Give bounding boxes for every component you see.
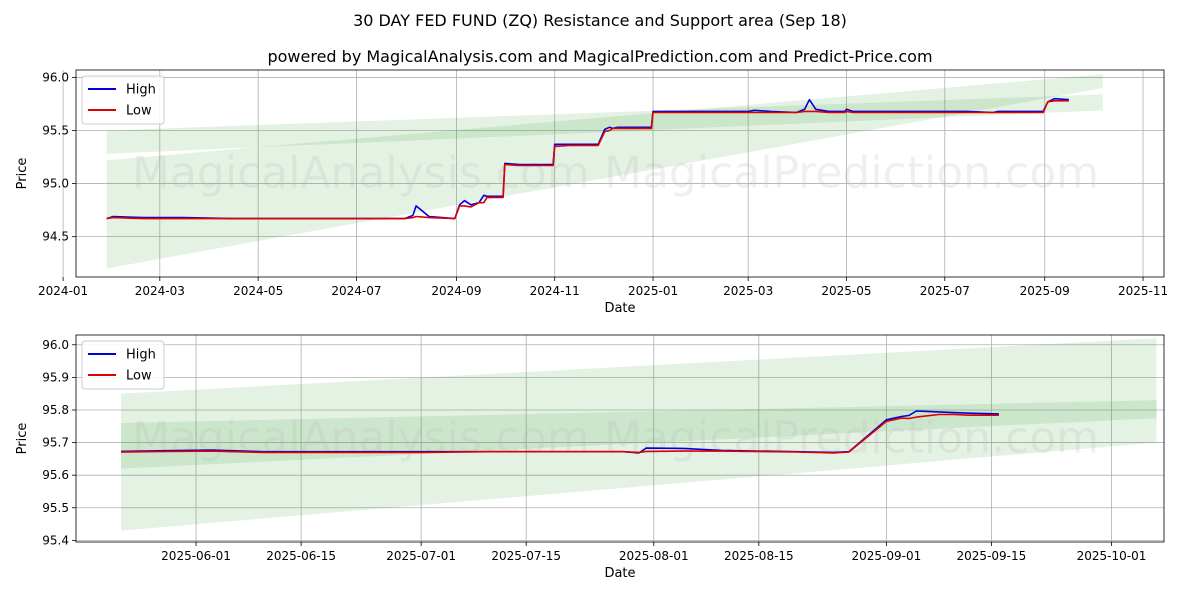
y-tick-label: 94.5	[42, 230, 69, 244]
x-tick-label: 2024-11	[530, 284, 580, 298]
x-tick-label: 2025-08-01	[619, 549, 689, 563]
x-tick-label: 2024-07	[331, 284, 381, 298]
support-resistance-band	[106, 94, 1103, 154]
legend-label-high: High	[126, 83, 156, 98]
x-tick-label: 2025-03	[723, 284, 773, 298]
x-tick-label: 2025-05	[821, 284, 871, 298]
x-tick-label: 2025-07-15	[491, 549, 561, 563]
watermark-analysis: MagicalAnalysis.com	[132, 413, 590, 464]
x-tick-label: 2025-07-01	[386, 549, 456, 563]
panel-1: MagicalAnalysis.com MagicalPrediction.com…	[15, 69, 1168, 316]
x-tick-label: 2025-07	[920, 284, 970, 298]
y-tick-label: 95.5	[42, 501, 69, 515]
x-tick-label: 2025-11	[1118, 284, 1168, 298]
x-tick-label: 2025-10-01	[1077, 549, 1147, 563]
x-axis-label: Date	[604, 566, 635, 581]
axes-frame	[75, 69, 1165, 278]
y-tick-label: 95.5	[42, 124, 69, 138]
support-resistance-band	[106, 74, 1103, 269]
x-tick-label: 2025-08-15	[724, 549, 794, 563]
x-tick-label: 2024-09	[431, 284, 481, 298]
x-tick-label: 2025-01	[628, 284, 678, 298]
plot-area	[76, 70, 1164, 277]
watermark-prediction: MagicalPrediction.com	[604, 413, 1099, 464]
x-tick-label: 2025-09-15	[957, 549, 1027, 563]
y-axis-label: Price	[15, 158, 30, 190]
series-line-low	[106, 100, 1069, 220]
y-tick-label: 95.9	[42, 370, 69, 384]
chart-subtitle: powered by MagicalAnalysis.com and Magic…	[267, 47, 932, 66]
x-tick-label: 2024-05	[233, 284, 283, 298]
x-tick-label: 2025-06-15	[266, 549, 336, 563]
series-line-high	[106, 97, 1069, 220]
axes-frame	[75, 334, 1165, 543]
chart-title: 30 DAY FED FUND (ZQ) Resistance and Supp…	[353, 11, 847, 30]
x-tick-label: 2024-01	[38, 284, 88, 298]
legend-label-low: Low	[126, 369, 152, 384]
panel-2: MagicalAnalysis.com MagicalPrediction.com…	[15, 334, 1165, 581]
x-tick-label: 2025-09-01	[851, 549, 921, 563]
watermark-analysis: MagicalAnalysis.com	[132, 148, 590, 199]
y-tick-label: 95.7	[42, 436, 69, 450]
legend: High Low	[81, 340, 165, 390]
y-tick-label: 95.8	[42, 403, 69, 417]
x-tick-label: 2025-06-01	[161, 549, 231, 563]
y-tick-label: 95.6	[42, 468, 69, 482]
x-tick-label: 2025-09	[1020, 284, 1070, 298]
y-tick-label: 96.0	[42, 70, 69, 84]
x-tick-label: 2024-03	[135, 284, 185, 298]
y-tick-label: 95.4	[42, 533, 69, 547]
x-axis-label: Date	[604, 301, 635, 316]
y-tick-label: 96.0	[42, 338, 69, 352]
legend: High Low	[81, 75, 165, 125]
watermark-prediction: MagicalPrediction.com	[604, 148, 1099, 199]
support-resistance-band	[121, 338, 1157, 531]
legend-label-low: Low	[126, 104, 152, 119]
y-axis-label: Price	[15, 423, 30, 455]
series-line-low	[120, 413, 999, 454]
legend-label-high: High	[126, 348, 156, 363]
y-tick-label: 95.0	[42, 177, 69, 191]
